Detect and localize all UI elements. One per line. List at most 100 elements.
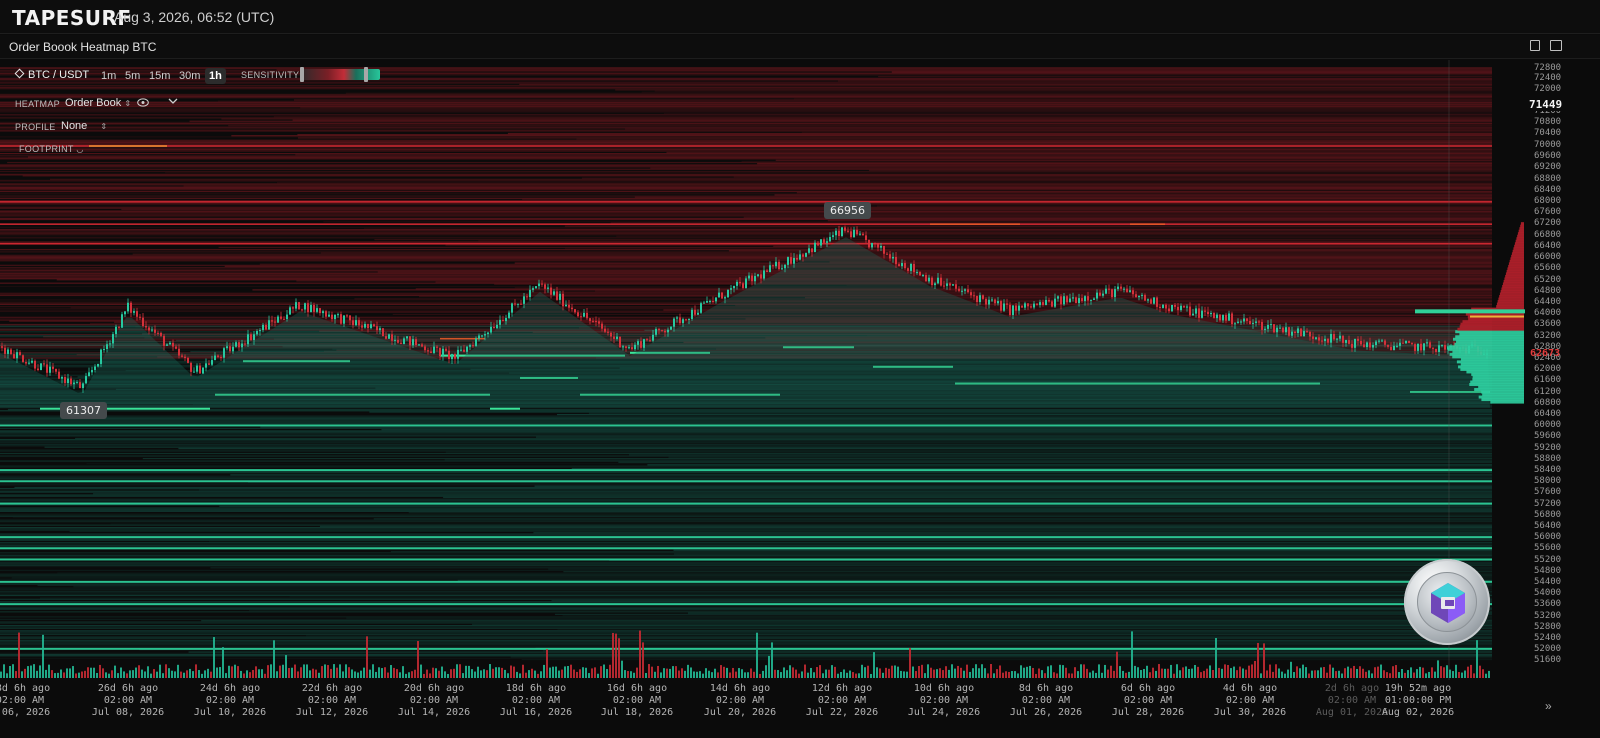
volume-bar [933,669,935,678]
ask-liquidity-line [363,227,1493,230]
time-label: 4d 6h ago 02:00 AM Jul 30, 2026 [1195,683,1305,719]
ask-liquidity-line [715,348,1492,350]
sensitivity-handle-low[interactable] [300,67,304,82]
app-logo[interactable]: TAPESURF [12,6,132,30]
time-label-date: Jul 18, 2026 [600,707,674,718]
sensitivity-handle-high[interactable] [364,67,368,82]
volume-bar [1131,631,1133,678]
bid-liquidity-line [0,646,1492,648]
profile-select[interactable]: None ⇕ [61,120,107,132]
ask-liquidity-line [837,80,1492,82]
candle-body [349,315,351,321]
ask-liquidity-line [0,352,1492,355]
candle-body [598,321,600,324]
candle-body [1183,305,1185,308]
ask-wall [0,223,1492,225]
ask-liquidity-line [0,251,1492,253]
volume-bar [396,669,398,678]
volume-profile-bar [1520,224,1524,228]
sensitivity-slider[interactable] [300,69,380,80]
candle-body [91,369,93,373]
ask-liquidity-line [532,331,1492,333]
bid-liquidity-line [40,597,1492,599]
volume-bar [909,648,911,678]
maximize-icon[interactable] [1550,40,1562,51]
timeframe-5m[interactable]: 5m [125,70,141,82]
ask-liquidity-line [0,264,1492,266]
volume-bar [807,672,809,678]
volume-bar [714,668,716,678]
ask-liquidity-line [183,185,1492,187]
heatmap-chart[interactable] [0,60,1600,738]
collapse-icon[interactable]: » [1545,699,1552,713]
ask-liquidity-line [0,215,1492,217]
candle-body [73,382,75,385]
candle-body [1423,343,1425,351]
volume-bar [405,673,407,678]
heatmap-value: Order Book [65,97,122,109]
volume-bar [1278,668,1280,678]
pair-selector[interactable]: BTC / USDT [14,68,90,81]
ask-liquidity-line [0,129,1492,131]
ask-liquidity-line [445,244,1493,246]
volume-bar [810,667,812,678]
candle-body [322,311,324,314]
candle-body [1426,342,1428,344]
bid-liquidity-line [390,550,1493,553]
time-label-date: Jul 30, 2026 [1213,707,1287,718]
candle-body [82,383,84,389]
candle-body [532,288,534,290]
bid-liquidity-line [0,627,1492,629]
volume-bar [1080,664,1082,678]
bid-liquidity-line [110,523,1493,525]
volume-bar [18,632,20,678]
volume-bar [1077,671,1079,678]
heatmap-select[interactable]: Order Book ⇕ [65,97,131,109]
volume-bar [1272,671,1274,678]
volume-profile-bar [1490,400,1524,404]
volume-bar [1215,637,1217,678]
volume-bar [171,670,173,678]
candle-body [1039,302,1041,306]
candle-body [529,289,531,298]
ask-liquidity-line [0,241,1492,243]
ask-liquidity-line [0,333,1492,336]
volume-bar [1092,670,1094,678]
volume-bar [318,672,320,678]
timeframe-30m[interactable]: 30m [179,70,201,82]
time-label-time: 02:00 AM [1225,695,1275,706]
ask-liquidity-line [0,111,1492,113]
candle-body [412,339,414,346]
candle-body [436,346,438,348]
ask-liquidity-line [165,171,1493,174]
timeframe-1h[interactable]: 1h [205,68,226,84]
candle-body [385,336,387,339]
volume-bar [375,671,377,678]
bid-liquidity-line [0,510,1492,512]
heatmap-canvas[interactable] [0,60,1600,738]
candle-body [1219,314,1221,321]
chevron-down-icon[interactable] [166,96,180,106]
ask-liquidity-line [745,318,1492,320]
eye-icon[interactable] [137,98,149,107]
ask-liquidity-line [878,75,1492,78]
footprint-toggle[interactable]: FOOTPRINT ◡ [19,144,84,154]
volume-bar [99,664,101,678]
pair-label: BTC / USDT [28,69,90,81]
bid-liquidity-line [0,364,1492,367]
volume-bar [984,668,986,678]
volume-bar [1041,670,1043,678]
volume-bar [1026,666,1028,678]
volume-profile-bar [1511,252,1524,256]
volume-bar [345,664,347,678]
volume-bar [732,667,734,678]
bid-liquidity-line [0,534,1492,536]
minimize-icon[interactable] [1530,40,1540,51]
timeframe-1m[interactable]: 1m [101,70,117,82]
timeframe-15m[interactable]: 15m [149,70,171,82]
volume-bar [1158,664,1160,678]
candle-body [106,344,108,350]
candle-body [238,342,240,348]
candle-body [526,296,528,298]
volume-bar [237,666,239,678]
